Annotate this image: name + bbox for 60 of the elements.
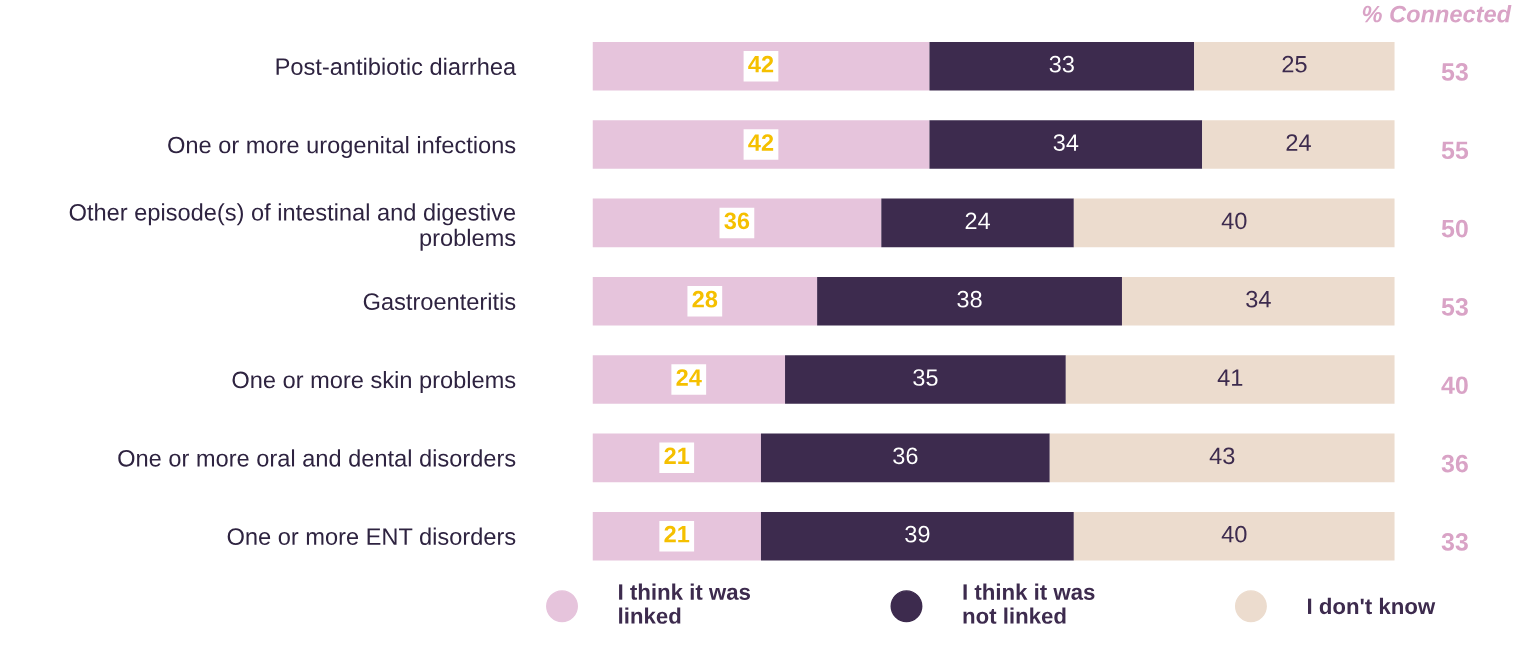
y-tick-label: Gastroenteritis (363, 292, 516, 310)
data-label: 25 (1282, 55, 1307, 73)
data-label: 21 (664, 525, 690, 543)
bar (1073, 198, 1395, 248)
y-tick-label: Other episode(s) of intestinal and digestive problems (69, 203, 516, 251)
legend-label: I don't know (1307, 597, 1436, 615)
bar (592, 355, 786, 404)
data-label: 34 (1246, 290, 1271, 308)
data-label: 34 (1053, 134, 1079, 151)
y-tick-label: One or more skin problems (232, 370, 516, 393)
data-label: 40 (1221, 212, 1247, 230)
data-label: 41 (1217, 369, 1243, 386)
bar (1194, 41, 1395, 91)
data-label: 24 (965, 212, 991, 229)
text: 33 (1441, 533, 1468, 551)
bar (1121, 276, 1395, 326)
bar (592, 511, 761, 561)
bar (592, 276, 818, 326)
data-label: 28 (692, 290, 718, 308)
data-label: 42 (748, 55, 774, 73)
data-label: 35 (913, 369, 938, 386)
data-label: 39 (905, 525, 930, 543)
bar (592, 198, 882, 248)
data-label: 36 (893, 447, 918, 465)
bar (592, 120, 930, 169)
text: 53 (1441, 63, 1468, 81)
text: 40 (1441, 376, 1468, 395)
bar (817, 276, 1122, 326)
bar (929, 120, 1203, 169)
bar (881, 198, 1074, 248)
bar (1202, 120, 1395, 169)
data-label: 24 (676, 369, 702, 386)
text: 55 (1441, 141, 1469, 160)
data-label: 42 (748, 134, 774, 151)
text: 36 (1441, 454, 1468, 473)
data-label: 38 (957, 290, 982, 308)
data-label: 24 (1286, 134, 1311, 151)
data-label: 36 (724, 212, 750, 230)
y-tick-label: One or more oral and dental disorders (118, 449, 516, 467)
bar (1073, 511, 1395, 561)
bar (760, 511, 1074, 561)
legend-label: I think it was not linked (963, 583, 1095, 624)
bar (1049, 433, 1395, 483)
bar (929, 41, 1195, 91)
bar (1065, 355, 1395, 404)
bar (592, 41, 930, 91)
text: 53 (1441, 298, 1468, 316)
y-tick-label: One or more ENT disorders (227, 527, 516, 545)
text: % Connected (1362, 5, 1512, 23)
legend-label: I think it was linked (619, 583, 751, 624)
bar (592, 433, 761, 483)
text: 50 (1441, 219, 1468, 238)
data-label: 21 (664, 447, 690, 464)
bar (760, 433, 1050, 483)
data-label: 43 (1209, 447, 1235, 465)
bar (785, 355, 1066, 404)
data-label: 33 (1049, 55, 1074, 73)
y-tick-label: Post-antibiotic diarrhea (276, 57, 517, 76)
y-tick-label: One or more urogenital infections (168, 136, 516, 159)
data-label: 40 (1221, 525, 1247, 543)
